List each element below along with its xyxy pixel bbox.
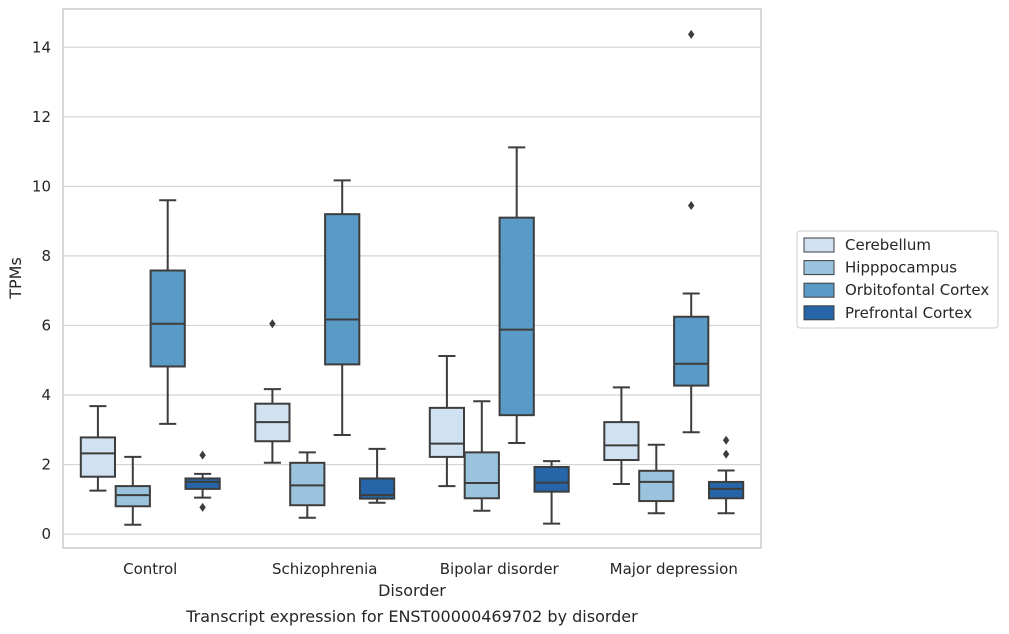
axis-ticks: 0 2 4 6 8 10 12 14 Control Schizophrenia Bipolar d… xyxy=(32,38,738,578)
legend-swatch xyxy=(803,260,835,276)
box-iqr xyxy=(603,421,640,462)
legend-label: Orbitofontal Cortex xyxy=(845,281,989,299)
box-iqr xyxy=(463,451,500,500)
x-tick-label: Major depression xyxy=(610,560,738,578)
x-tick-label: Schizophrenia xyxy=(272,560,377,578)
box-iqr xyxy=(358,477,396,500)
y-tick-label: 0 xyxy=(41,525,51,543)
boxes-layer xyxy=(79,29,745,526)
box-group xyxy=(428,355,466,488)
y-tick-label: 6 xyxy=(41,316,51,334)
x-tick-label: Control xyxy=(123,560,177,578)
box-iqr xyxy=(289,461,326,507)
legend-frame xyxy=(796,230,999,329)
box-group xyxy=(603,386,640,486)
plot-frame xyxy=(62,8,762,549)
box-iqr xyxy=(533,465,570,493)
chart-caption: Transcript expression for ENST0000046970… xyxy=(185,607,638,626)
box-group xyxy=(358,447,396,504)
y-tick-label: 10 xyxy=(32,177,51,195)
box-group xyxy=(149,199,186,425)
outlier-point xyxy=(688,200,695,210)
box-iqr xyxy=(79,436,117,478)
y-axis-title: TPMs xyxy=(6,257,25,300)
box-iqr xyxy=(114,485,151,508)
outlier-point xyxy=(722,435,730,445)
y-tick-label: 14 xyxy=(32,38,51,56)
legend-label: Prefrontal Cortex xyxy=(845,304,972,322)
y-tick-label: 12 xyxy=(32,108,51,126)
box-group xyxy=(463,400,500,512)
box-group xyxy=(289,451,326,519)
outlier-point xyxy=(199,502,206,512)
box-group xyxy=(498,146,535,444)
legend-swatch xyxy=(803,282,835,298)
box-group xyxy=(638,443,675,515)
box-group xyxy=(79,405,117,492)
outlier-point xyxy=(688,29,695,39)
legend-swatch xyxy=(803,305,835,321)
box-group xyxy=(254,319,291,464)
box-iqr xyxy=(498,216,535,417)
box-group xyxy=(707,435,745,515)
x-tick-label: Bipolar disorder xyxy=(440,560,560,578)
outlier-point xyxy=(722,449,730,459)
box-iqr xyxy=(707,480,745,500)
legend: Cerebellum Hipppocampus Orbitofontal Corte… xyxy=(796,230,999,329)
legend-swatch xyxy=(803,237,835,253)
box-iqr xyxy=(673,315,710,387)
x-axis-title: Disorder xyxy=(378,581,446,600)
legend-label: Cerebellum xyxy=(845,236,931,254)
outlier-point xyxy=(269,319,276,329)
box-iqr xyxy=(428,406,466,458)
box-iqr xyxy=(638,469,675,503)
legend-label: Hipppocampus xyxy=(845,259,957,277)
y-tick-label: 4 xyxy=(41,386,51,404)
box-group xyxy=(184,450,221,512)
box-iqr xyxy=(149,269,186,368)
outlier-point xyxy=(199,450,206,460)
box-iqr xyxy=(184,477,221,490)
box-group xyxy=(673,29,710,434)
y-tick-label: 8 xyxy=(41,247,51,265)
y-tick-label: 2 xyxy=(41,456,51,474)
box-group xyxy=(324,179,361,436)
box-group xyxy=(114,455,151,526)
box-iqr xyxy=(324,213,361,366)
box-group xyxy=(533,460,570,525)
